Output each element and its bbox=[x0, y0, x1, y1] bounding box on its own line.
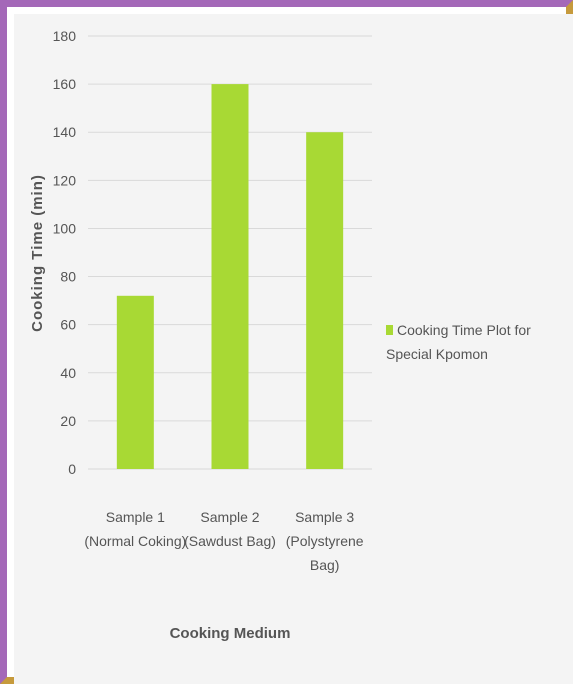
y-tick-label: 140 bbox=[53, 124, 77, 140]
y-tick-label: 120 bbox=[53, 172, 77, 188]
y-tick-labels: 0 20 40 60 80 100 120 140 160 180 bbox=[53, 28, 77, 477]
bar bbox=[306, 132, 344, 469]
y-tick-label: 20 bbox=[60, 413, 76, 429]
y-axis-label: Cooking Time (min) bbox=[29, 174, 46, 332]
x-tick-labels: Sample 1 (Normal Coking)Sample 2 (Sawdust … bbox=[84, 509, 363, 573]
legend: Cooking Time Plot for Special Kpomon bbox=[386, 318, 566, 366]
y-tick-label: 80 bbox=[60, 269, 76, 285]
bar bbox=[116, 295, 154, 469]
x-axis-label: Cooking Medium bbox=[170, 625, 291, 642]
y-tick-label: 180 bbox=[53, 28, 77, 44]
x-tick-label: Sample 1 (Normal Coking) bbox=[84, 509, 186, 549]
y-tick-label: 160 bbox=[53, 76, 77, 92]
y-tick-label: 60 bbox=[60, 317, 76, 333]
legend-label: Cooking Time Plot for Special Kpomon bbox=[386, 322, 531, 362]
bars bbox=[116, 84, 344, 469]
y-tick-label: 0 bbox=[68, 461, 76, 477]
x-tick-label: Sample 2 (Sawdust Bag) bbox=[184, 509, 276, 549]
y-tick-label: 40 bbox=[60, 365, 76, 381]
y-tick-label: 100 bbox=[53, 220, 77, 236]
chart-panel bbox=[14, 14, 573, 684]
x-tick-label: Sample 3 (Polystyrene Bag) bbox=[286, 509, 364, 573]
legend-swatch bbox=[386, 325, 393, 335]
bar bbox=[211, 84, 249, 469]
